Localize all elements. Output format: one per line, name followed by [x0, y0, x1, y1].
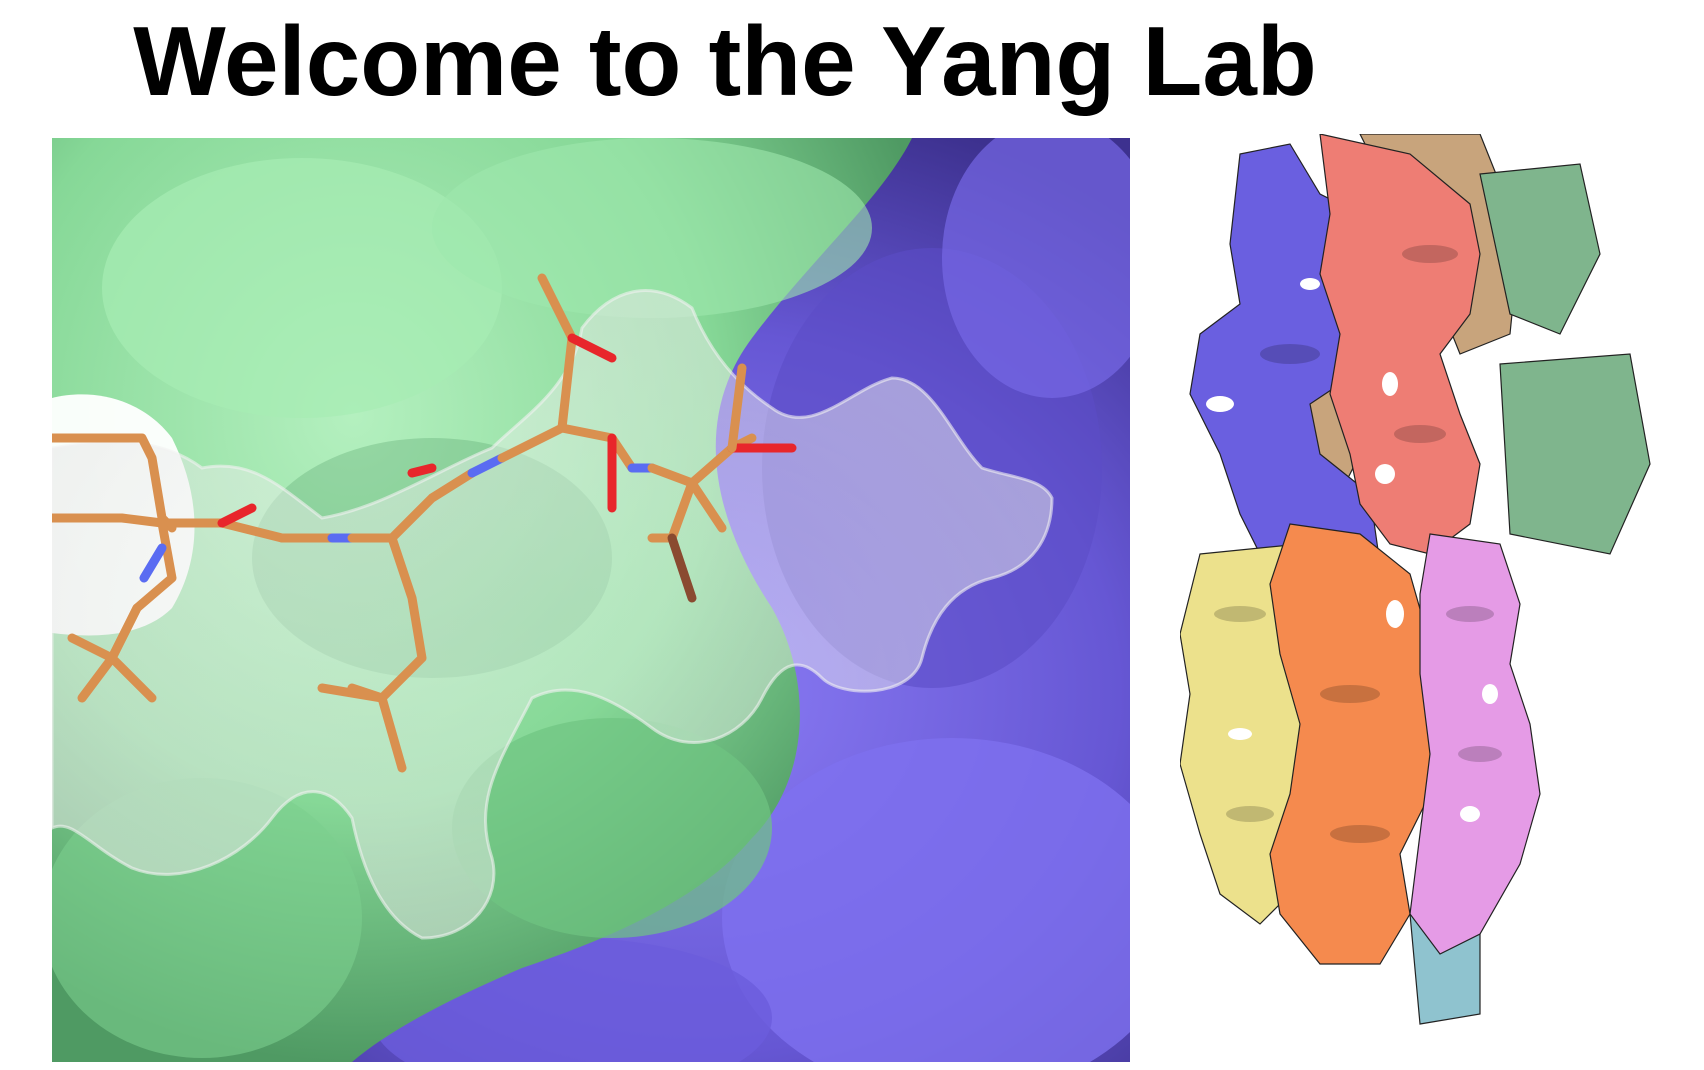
chain-pink: [1409, 533, 1541, 955]
ligand-stick-model: [52, 273, 797, 773]
page-title: Welcome to the Yang Lab: [133, 6, 1317, 116]
surface-view-image: [52, 138, 1130, 1062]
density-envelope: [52, 289, 1054, 940]
density-map-image: [1180, 134, 1690, 1064]
